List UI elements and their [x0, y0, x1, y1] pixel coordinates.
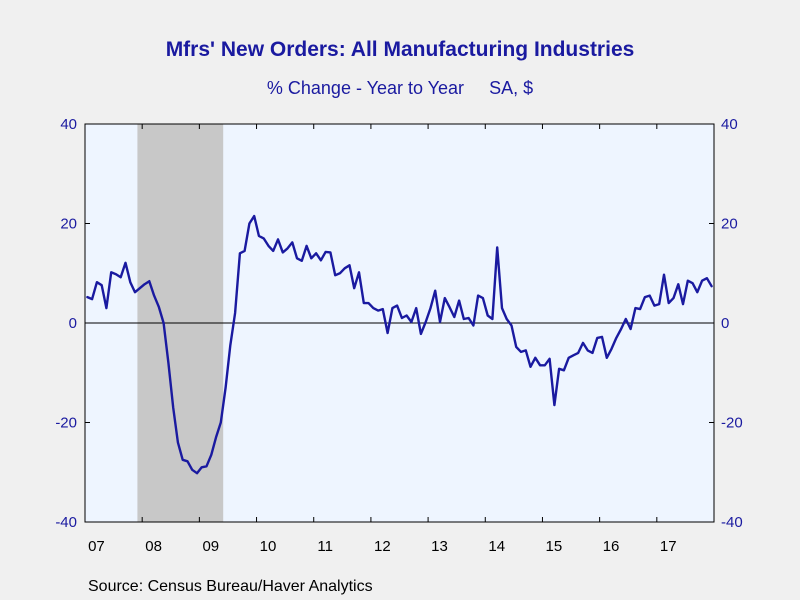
x-tick-label: 16 [603, 538, 620, 555]
x-tick-label: 11 [317, 538, 333, 555]
series-line [86, 214, 713, 475]
y-tick-label-right: 40 [721, 116, 738, 133]
subtitle-adjustment: SA, $ [489, 78, 534, 98]
x-tick-label: 12 [374, 538, 391, 555]
x-tick-label: 08 [145, 538, 162, 555]
y-tick-label-left: 20 [60, 216, 77, 233]
x-tick-label: 10 [260, 538, 277, 555]
y-tick-label-right: -20 [721, 415, 743, 432]
chart-subtitle: % Change - Year to Year SA, $ [0, 78, 800, 99]
chart-title: Mfrs' New Orders: All Manufacturing Indu… [165, 38, 635, 61]
y-tick-label-left: 40 [60, 116, 77, 133]
y-tick-label-left: 0 [69, 315, 77, 332]
x-tick-label: 14 [488, 538, 505, 555]
subtitle-units: % Change - Year to Year [266, 78, 465, 98]
y-tick-label-right: -40 [721, 514, 743, 531]
source-note: Source: Census Bureau/Haver Analytics [88, 578, 373, 595]
y-tick-label-right: 0 [721, 315, 729, 332]
x-tick-label: 15 [546, 538, 563, 555]
y-tick-label-left: -40 [55, 514, 77, 531]
x-tick-label: 13 [431, 538, 448, 555]
x-tick-label: 09 [202, 538, 219, 555]
y-tick-label-left: -20 [55, 415, 77, 432]
x-tick-label: 17 [660, 538, 677, 555]
x-tick-label: 07 [88, 538, 105, 555]
y-tick-label-right: 20 [721, 216, 738, 233]
